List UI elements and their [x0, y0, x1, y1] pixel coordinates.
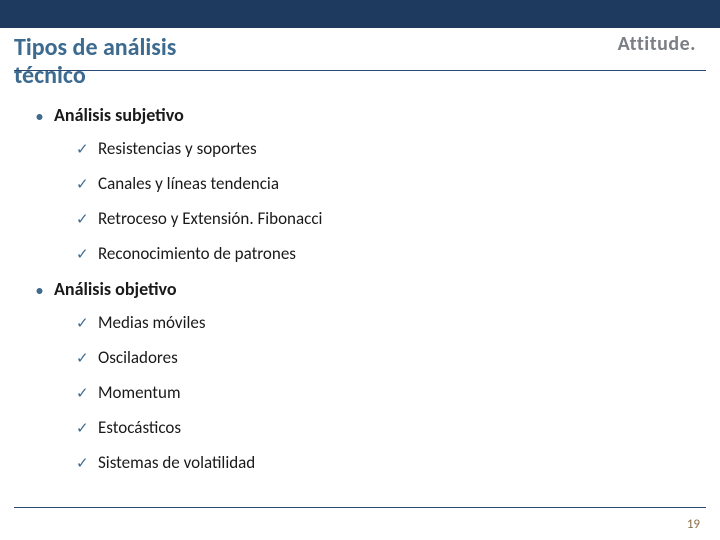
- list-item: ✓ Sistemas de volatilidad: [76, 452, 680, 473]
- section-objetivo: • Análisis objetivo ✓ Medias móviles ✓ O…: [36, 278, 680, 473]
- list-item-text: Retroceso y Extensión. Fibonacci: [98, 208, 322, 229]
- check-icon: ✓: [76, 140, 98, 159]
- section-subjetivo: • Análisis subjetivo ✓ Resistencias y so…: [36, 104, 680, 264]
- section-heading-text: Análisis objetivo: [54, 278, 177, 300]
- check-icon: ✓: [76, 210, 98, 229]
- list-item: ✓ Osciladores: [76, 347, 680, 368]
- list-item-text: Sistemas de volatilidad: [98, 452, 255, 473]
- list-item-text: Medias móviles: [98, 312, 206, 333]
- content-area: • Análisis subjetivo ✓ Resistencias y so…: [36, 104, 680, 487]
- check-icon: ✓: [76, 245, 98, 264]
- bullet-icon: •: [36, 282, 54, 299]
- check-icon: ✓: [76, 454, 98, 473]
- list-item-text: Osciladores: [98, 347, 178, 368]
- top-bar: [0, 0, 720, 28]
- list-item: ✓ Momentum: [76, 382, 680, 403]
- list-item-text: Momentum: [98, 382, 181, 403]
- list-item-text: Canales y líneas tendencia: [98, 173, 279, 194]
- brand-logo: Attitude.: [618, 32, 696, 56]
- list-item-text: Resistencias y soportes: [98, 138, 257, 159]
- header-rule: [14, 70, 706, 71]
- list-item: ✓ Canales y líneas tendencia: [76, 173, 680, 194]
- sub-list: ✓ Resistencias y soportes ✓ Canales y lí…: [76, 138, 680, 264]
- check-icon: ✓: [76, 175, 98, 194]
- section-heading-text: Análisis subjetivo: [54, 104, 184, 126]
- list-item: ✓ Medias móviles: [76, 312, 680, 333]
- check-icon: ✓: [76, 349, 98, 368]
- footer-rule: [14, 507, 706, 508]
- section-heading: • Análisis subjetivo: [36, 104, 680, 126]
- list-item-text: Estocásticos: [98, 417, 181, 438]
- list-item-text: Reconocimiento de patrones: [98, 243, 296, 264]
- list-item: ✓ Estocásticos: [76, 417, 680, 438]
- check-icon: ✓: [76, 384, 98, 403]
- list-item: ✓ Resistencias y soportes: [76, 138, 680, 159]
- check-icon: ✓: [76, 314, 98, 333]
- list-item: ✓ Reconocimiento de patrones: [76, 243, 680, 264]
- check-icon: ✓: [76, 419, 98, 438]
- section-heading: • Análisis objetivo: [36, 278, 680, 300]
- page-number: 19: [687, 517, 700, 532]
- page-title: Tipos de análisis técnico: [14, 34, 244, 89]
- bullet-icon: •: [36, 108, 54, 125]
- list-item: ✓ Retroceso y Extensión. Fibonacci: [76, 208, 680, 229]
- slide: Attitude. Tipos de análisis técnico • An…: [0, 0, 720, 540]
- sub-list: ✓ Medias móviles ✓ Osciladores ✓ Momentu…: [76, 312, 680, 473]
